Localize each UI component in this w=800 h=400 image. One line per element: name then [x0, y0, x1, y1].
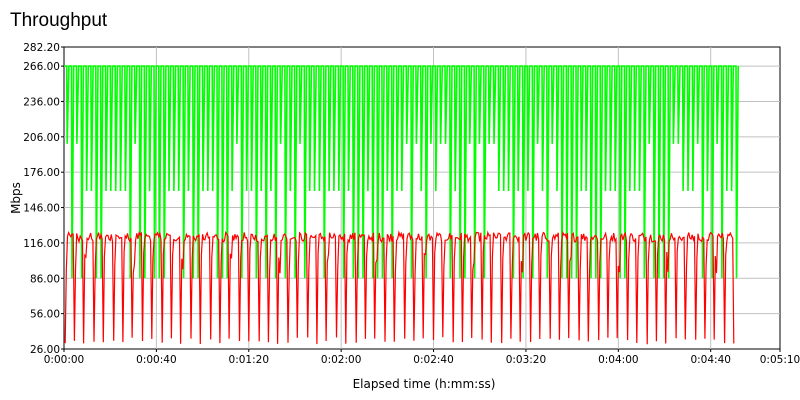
y-tick-label: 206.00: [23, 132, 60, 144]
red-series-line: [63, 230, 735, 345]
y-tick-label: 176.00: [23, 167, 60, 179]
y-tick-label: 266.00: [23, 61, 60, 73]
y-tick-label: 86.00: [30, 273, 60, 285]
y-tick-labels: 26.00 56.00 86.00 116.00 146.00 176.00 206.00 2…: [23, 42, 64, 356]
y-tick-label: 56.00: [30, 309, 60, 321]
x-tick-label: 0:05:10: [760, 354, 800, 366]
x-tick-label: 0:00:40: [136, 354, 176, 366]
x-tick-label: 0:01:20: [229, 354, 269, 366]
x-tick-label: 0:04:40: [690, 354, 730, 366]
chart-title: Throughput: [10, 10, 108, 31]
y-tick-label: 116.00: [23, 238, 60, 250]
x-tick-label: 0:02:40: [413, 354, 453, 366]
y-tick-label: 282.20: [23, 42, 60, 54]
series-red: [63, 230, 735, 345]
y-tick-label: 236.00: [23, 96, 60, 108]
series-green: [64, 65, 739, 279]
x-tick-label: 0:00:00: [44, 354, 84, 366]
y-tick-label: 26.00: [30, 344, 60, 356]
x-tick-label: 0:04:00: [598, 354, 638, 366]
x-tick-label: 0:03:20: [506, 354, 546, 366]
green-series-line: [64, 65, 739, 279]
x-axis-label: Elapsed time (h:mm:ss): [353, 377, 496, 391]
y-tick-label: 146.00: [23, 203, 60, 215]
y-axis-label: Mbps: [9, 182, 23, 214]
x-tick-labels: 0:00:00 0:00:40 0:01:20 0:02:00 0:02:40 0:03:…: [44, 349, 800, 366]
x-tick-label: 0:02:00: [321, 354, 361, 366]
